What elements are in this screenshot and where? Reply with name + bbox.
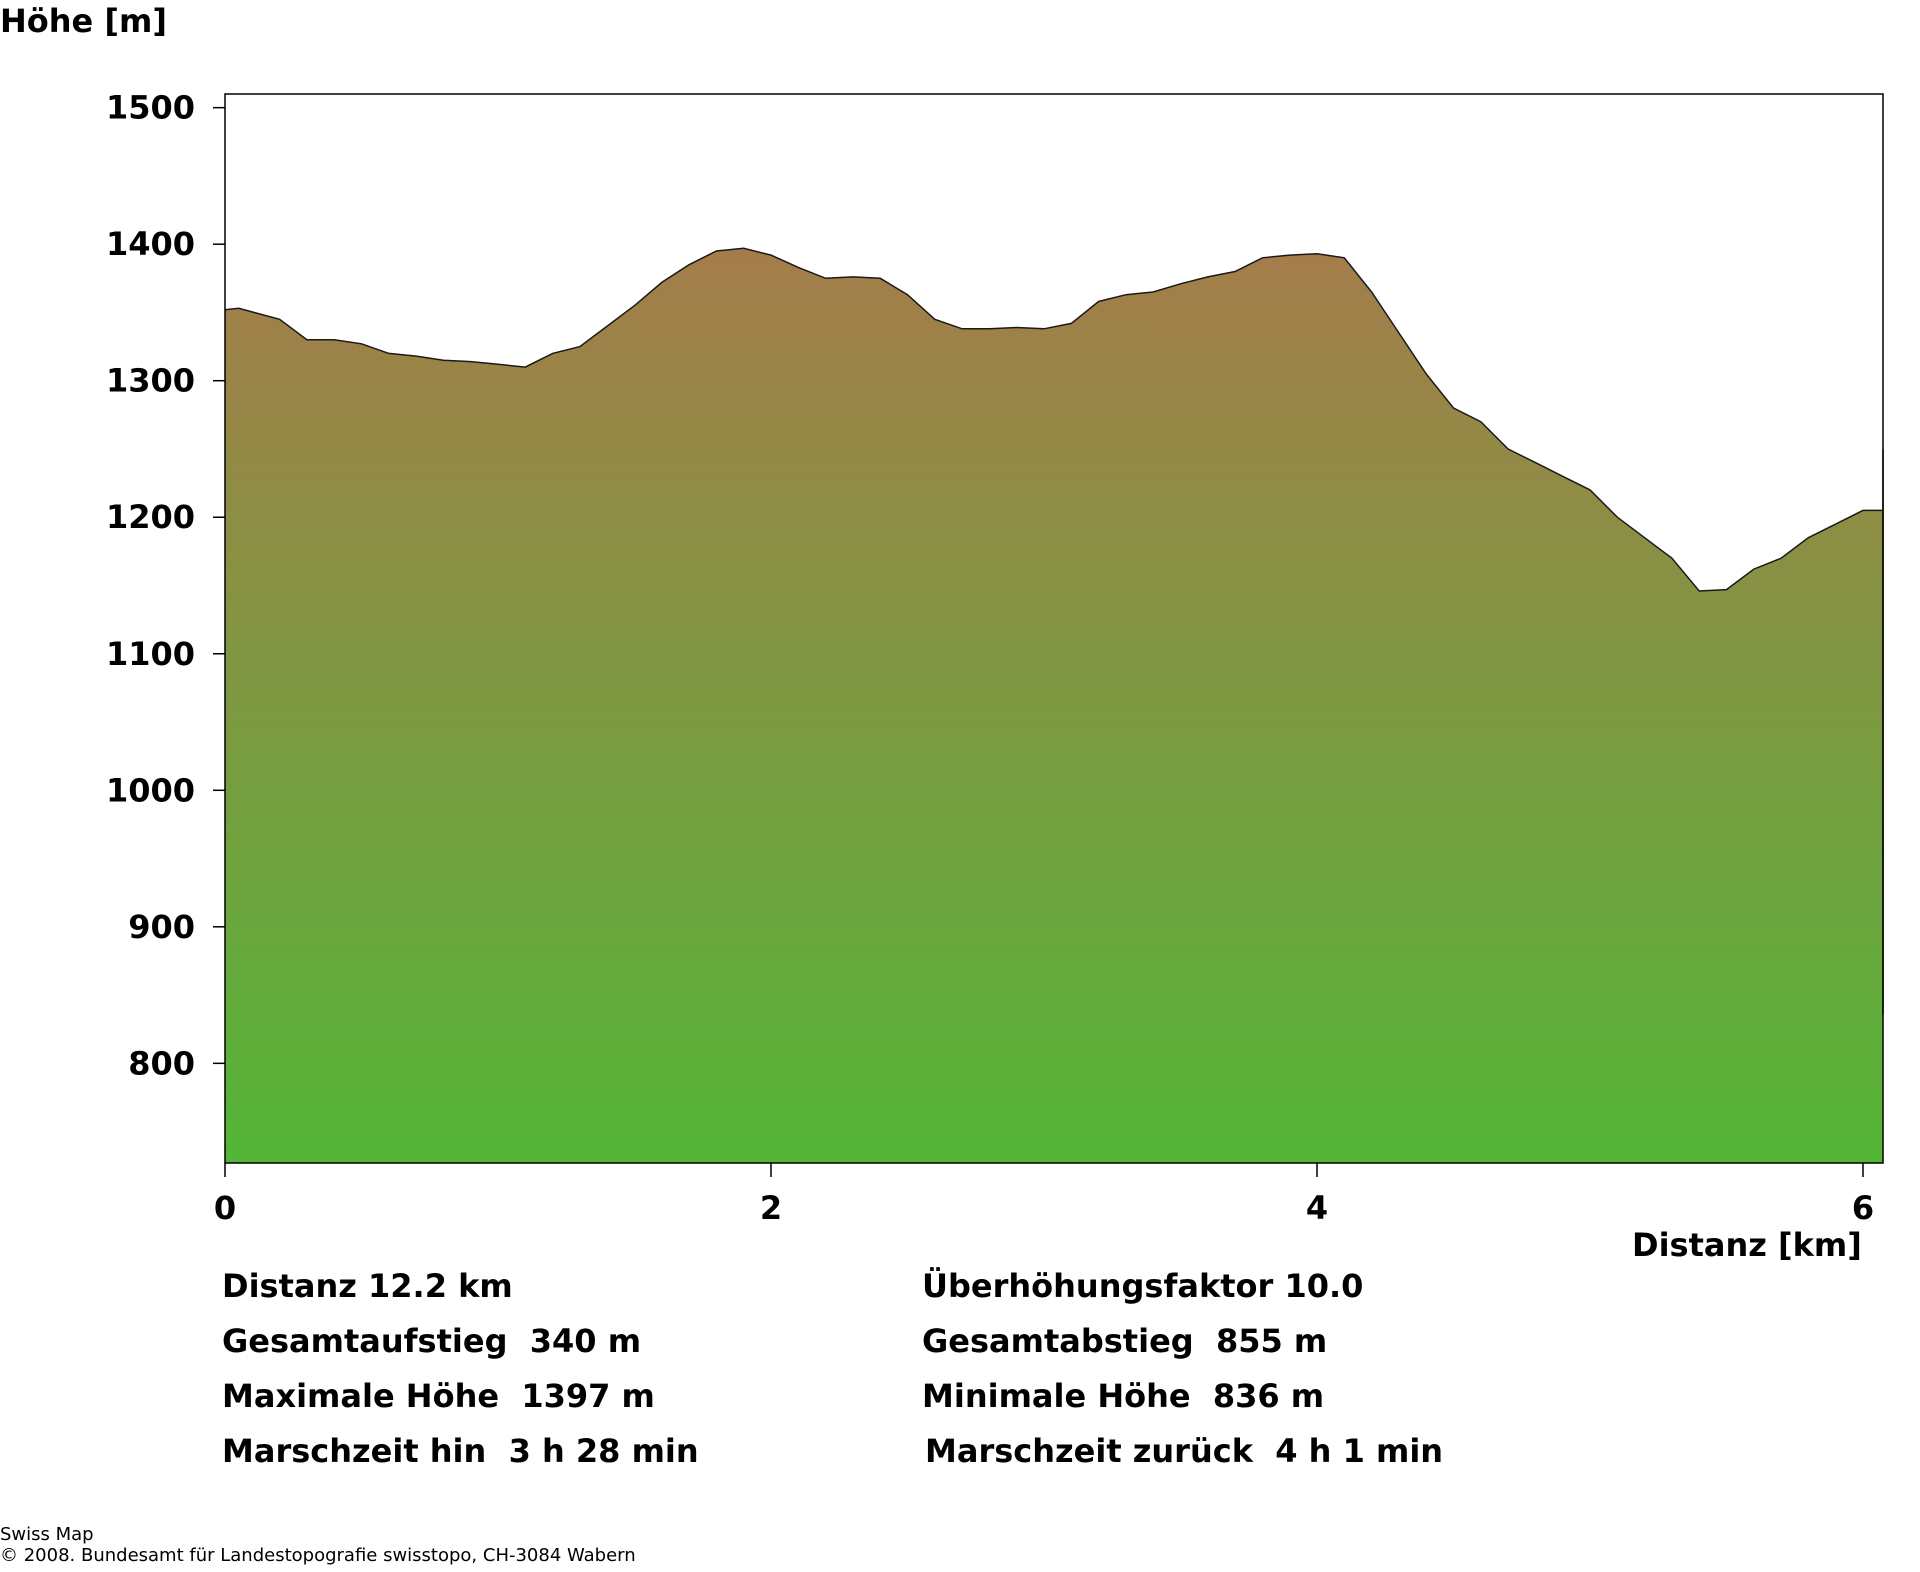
stat-walk-time-out: Marschzeit hin 3 h 28 min [222, 1432, 699, 1470]
x-tick-label: 2 [760, 1189, 782, 1227]
stat-walk-time-back: Marschzeit zurück 4 h 1 min [925, 1432, 1444, 1470]
y-axis-label: Höhe [m] [0, 2, 167, 40]
y-tick-label: 1400 [106, 225, 195, 263]
y-tick-label: 1000 [106, 771, 195, 809]
footer-copyright: © 2008. Bundesamt für Landestopografie s… [0, 1545, 636, 1566]
stat-max-elevation: Maximale Höhe 1397 m [222, 1377, 655, 1415]
stat-distance: Distanz 12.2 km [222, 1267, 513, 1305]
y-tick-label: 1200 [106, 498, 195, 536]
y-tick-label: 1100 [106, 635, 195, 673]
stat-total-descent: Gesamtabstieg 855 m [922, 1322, 1328, 1360]
footer-title: Swiss Map [0, 1524, 94, 1545]
x-tick-label: 0 [214, 1189, 236, 1227]
y-tick-label: 800 [128, 1044, 195, 1082]
x-axis: 024681012 [214, 1163, 1874, 1227]
stat-total-ascent: Gesamtaufstieg 340 m [222, 1322, 642, 1360]
y-axis: 800 900 1000 1100 1200 1300 1400 1500 [106, 89, 225, 1082]
y-tick-label: 900 [128, 908, 195, 946]
stat-exaggeration-factor: Überhöhungsfaktor 10.0 [922, 1267, 1364, 1305]
plot-frame [224, 93, 1884, 1164]
elevation-area [225, 248, 1883, 1164]
x-axis-label: Distanz [km] [1632, 1226, 1862, 1264]
y-tick-label: 1300 [106, 362, 195, 400]
y-tick-label: 1500 [106, 89, 195, 127]
stat-min-elevation: Minimale Höhe 836 m [922, 1377, 1325, 1415]
x-tick-label: 6 [1852, 1189, 1874, 1227]
x-tick-label: 4 [1306, 1189, 1328, 1227]
